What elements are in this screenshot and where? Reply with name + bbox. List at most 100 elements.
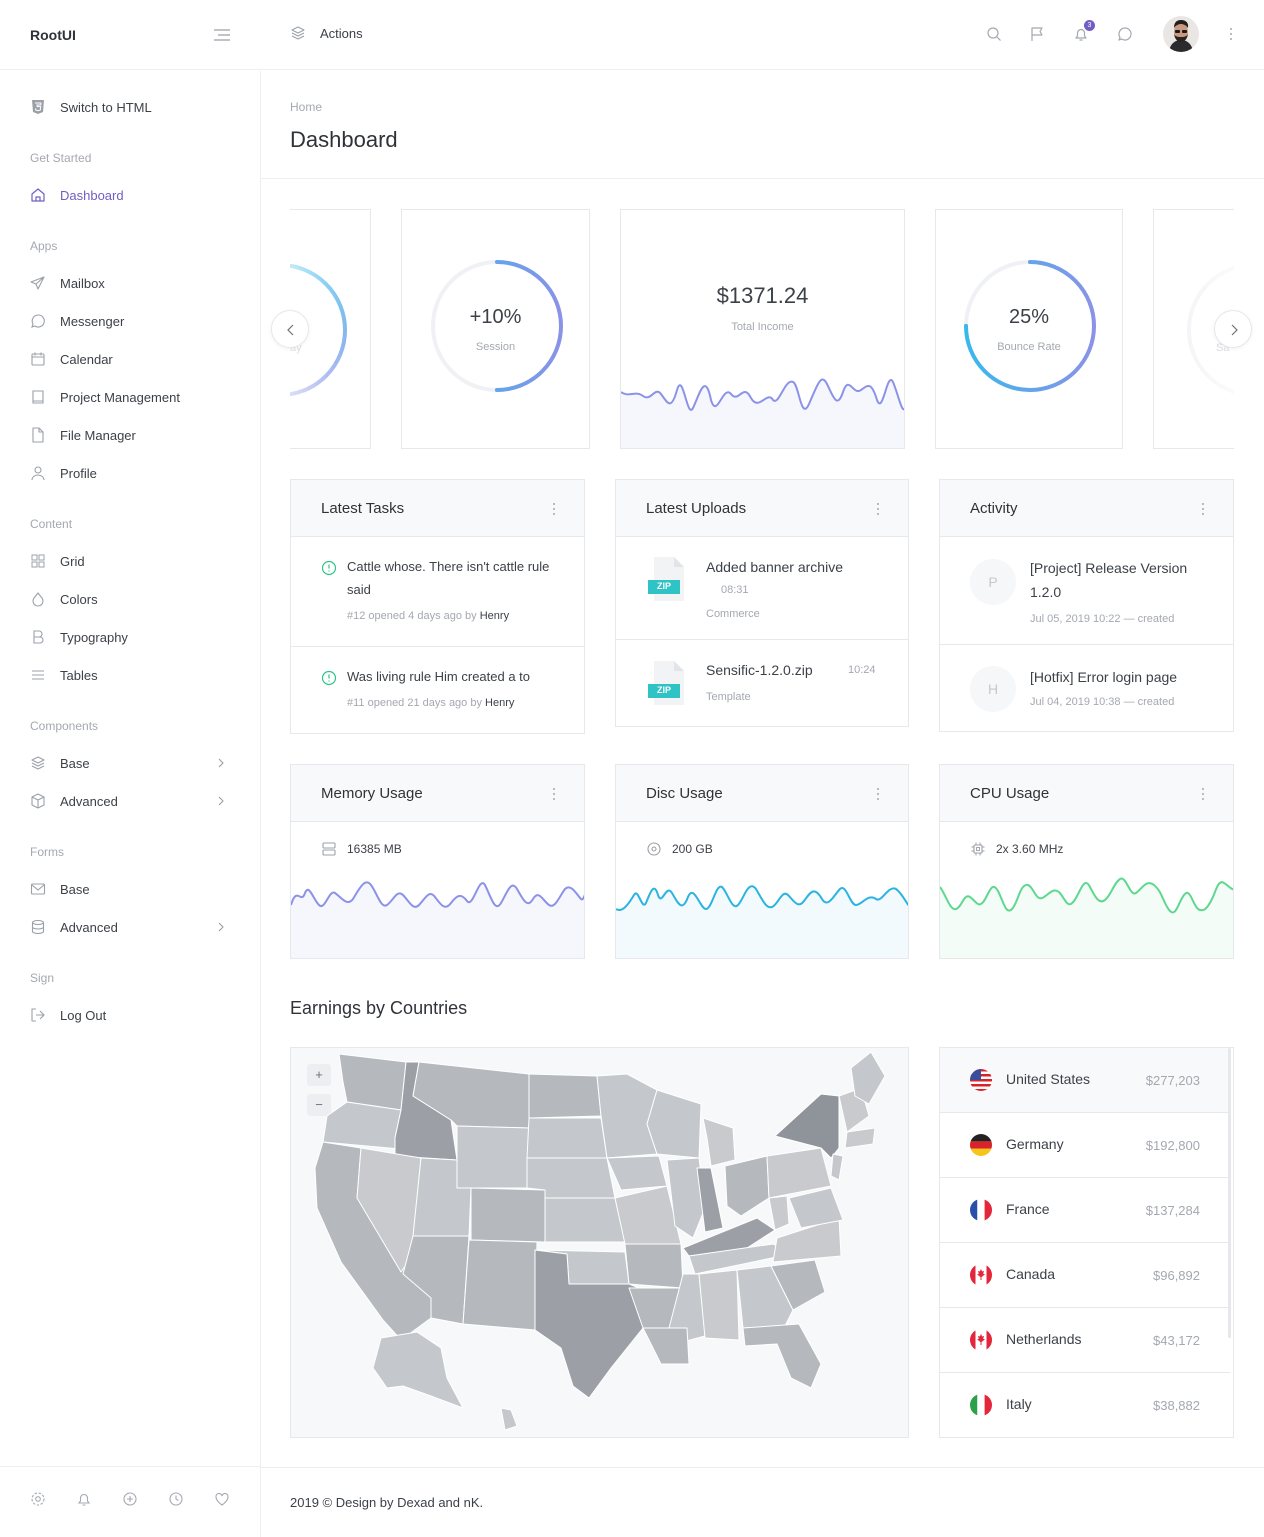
bell-icon[interactable] <box>76 1491 92 1507</box>
brand-logo[interactable]: RootUI <box>30 27 76 43</box>
section-title: Earnings by Countries <box>290 998 468 1018</box>
task-user-link[interactable]: Henry <box>485 697 515 709</box>
session-value: +10% <box>469 306 522 328</box>
settings-icon[interactable] <box>30 1491 46 1507</box>
heart-icon[interactable] <box>214 1491 230 1507</box>
sidebar-item-profile[interactable]: Profile <box>30 463 97 483</box>
user-avatar[interactable] <box>1163 16 1199 52</box>
more-vertical-icon[interactable] <box>876 502 880 516</box>
chat-icon[interactable] <box>1116 25 1134 43</box>
section-components: Components <box>30 719 99 733</box>
card-title: CPU Usage <box>970 785 1050 802</box>
sidebar-item-calendar[interactable]: Calendar <box>30 349 113 369</box>
more-vertical-icon[interactable] <box>552 502 556 516</box>
top-bar: RootUI Actions 3 <box>0 0 1264 70</box>
footer-divider <box>261 1467 1264 1468</box>
section-get-started: Get Started <box>30 151 92 165</box>
cpu-sparkline <box>940 877 1233 958</box>
card-title: Latest Tasks <box>321 500 405 517</box>
us-map[interactable]: + − <box>290 1047 909 1438</box>
activity-title[interactable]: [Project] Release Version 1.2.0 <box>1030 560 1188 600</box>
card-title: Latest Uploads <box>646 500 747 517</box>
box-icon <box>31 793 45 809</box>
chevron-right-icon[interactable] <box>216 922 226 932</box>
book-icon <box>32 390 44 404</box>
actions-label: Actions <box>320 25 363 41</box>
sidebar-item-file-manager[interactable]: File Manager <box>30 425 136 445</box>
alert-circle-icon <box>321 670 337 686</box>
sidebar-item-colors[interactable]: Colors <box>30 589 98 609</box>
country-name: Netherlands <box>1006 1331 1082 1347</box>
country-row-united-states[interactable]: United States $277,203 <box>940 1048 1230 1113</box>
activity-meta: Jul 05, 2019 10:22 — created <box>1030 613 1175 625</box>
country-row-netherlands[interactable]: Netherlands $43,172 <box>940 1308 1230 1373</box>
calendar-icon <box>31 352 45 366</box>
country-name: France <box>1006 1201 1050 1217</box>
carousel-prev-button[interactable] <box>271 310 309 348</box>
task-meta: #12 opened 4 days ago by Henry <box>347 610 510 622</box>
task-meta: #11 opened 21 days ago by Henry <box>347 697 515 709</box>
flag-icon[interactable] <box>1028 25 1046 43</box>
country-row-france[interactable]: France $137,284 <box>940 1178 1230 1243</box>
switch-to-html-link[interactable]: Switch to HTML <box>30 97 152 117</box>
upload-name[interactable]: Sensific-1.2.0.zip <box>706 662 813 678</box>
upload-time: 10:24 <box>848 664 876 676</box>
card-header: Latest Uploads <box>616 480 908 537</box>
activity-meta: Jul 04, 2019 10:38 — created <box>1030 696 1175 708</box>
country-row-canada[interactable]: Canada $96,892 <box>940 1243 1230 1308</box>
country-value: $43,172 <box>1153 1333 1200 1348</box>
country-row-germany[interactable]: Germany $192,800 <box>940 1113 1230 1178</box>
sidebar-item-typography[interactable]: Typography <box>30 627 128 647</box>
zoom-in-button[interactable]: + <box>307 1064 331 1086</box>
card-title: Memory Usage <box>321 785 423 802</box>
breadcrumb[interactable]: Home <box>290 100 323 114</box>
bell-icon[interactable] <box>1072 25 1090 43</box>
activity-avatar: H <box>970 666 1016 712</box>
task-title[interactable]: Cattle whose. There isn't cattle rule sa… <box>347 559 550 597</box>
chevron-right-icon[interactable] <box>216 796 226 806</box>
sidebar-item-mailbox[interactable]: Mailbox <box>30 273 105 293</box>
country-row-italy[interactable]: Italy $38,882 <box>940 1373 1230 1437</box>
more-vertical-icon[interactable] <box>876 787 880 801</box>
sidebar-item-grid[interactable]: Grid <box>30 551 85 571</box>
sidebar-item-tables[interactable]: Tables <box>30 665 98 685</box>
menu-toggle-icon[interactable] <box>212 27 232 43</box>
sidebar-item-logout[interactable]: Log Out <box>30 1005 106 1025</box>
layers-icon <box>291 26 305 40</box>
more-vertical-icon[interactable] <box>1201 787 1205 801</box>
sidebar-item-messenger[interactable]: Messenger <box>30 311 124 331</box>
sidebar-item-forms-advanced[interactable]: Advanced <box>30 917 118 937</box>
disc-usage-card: Disc Usage 200 GB <box>615 764 909 959</box>
card-header: Latest Tasks <box>291 480 584 537</box>
upload-name[interactable]: Added banner archive <box>706 559 843 575</box>
sidebar-item-dashboard[interactable]: Dashboard <box>30 185 124 205</box>
country-name: United States <box>1006 1071 1091 1087</box>
more-vertical-icon[interactable] <box>552 787 556 801</box>
upload-category: Commerce <box>706 608 760 620</box>
search-icon[interactable] <box>985 25 1003 43</box>
italy-flag-icon <box>970 1394 992 1416</box>
disc-value: 200 GB <box>672 842 713 856</box>
task-title[interactable]: Was living rule Him created a to <box>347 669 531 684</box>
clock-icon[interactable] <box>168 1491 184 1507</box>
plus-circle-icon[interactable] <box>122 1491 138 1507</box>
sidebar-item-components-base[interactable]: Base <box>30 753 90 773</box>
actions-menu[interactable]: Actions <box>290 25 363 41</box>
more-vertical-icon[interactable] <box>1222 25 1240 43</box>
chevron-right-icon[interactable] <box>216 758 226 768</box>
us-map-shape <box>314 1051 886 1431</box>
page-title: Dashboard <box>290 127 398 152</box>
zoom-out-button[interactable]: − <box>307 1094 331 1116</box>
sidebar-item-components-advanced[interactable]: Advanced <box>30 791 118 811</box>
country-value: $38,882 <box>1153 1398 1200 1413</box>
sidebar-item-forms-base[interactable]: Base <box>30 879 90 899</box>
section-content: Content <box>30 517 73 531</box>
list-scrollbar[interactable] <box>1228 1048 1231 1338</box>
carousel-next-button[interactable] <box>1214 310 1252 348</box>
task-user-link[interactable]: Henry <box>479 610 510 622</box>
droplet-icon <box>32 592 44 607</box>
sidebar-item-project-management[interactable]: Project Management <box>30 387 180 407</box>
more-vertical-icon[interactable] <box>1201 502 1205 516</box>
activity-title[interactable]: [Hotfix] Error login page <box>1030 669 1178 685</box>
grid-icon <box>31 554 45 568</box>
